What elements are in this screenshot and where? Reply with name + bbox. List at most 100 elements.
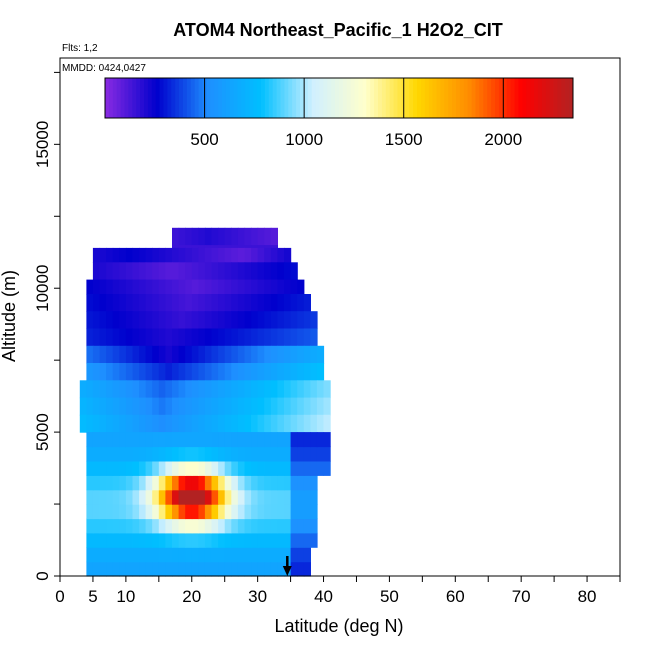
heatmap-cell bbox=[152, 460, 160, 476]
heatmap-cell bbox=[152, 345, 160, 364]
heatmap-cell bbox=[204, 532, 213, 548]
heatmap-cell bbox=[284, 363, 292, 381]
heatmap-cell bbox=[297, 345, 305, 364]
colorbar-segment bbox=[467, 78, 473, 118]
heatmap-cell bbox=[264, 504, 272, 520]
heatmap-cell bbox=[99, 311, 107, 330]
heatmap-cell bbox=[257, 279, 265, 295]
heatmap-cell bbox=[125, 475, 134, 491]
heatmap-cell bbox=[139, 345, 147, 364]
heatmap-cell bbox=[310, 311, 318, 330]
heatmap-cell bbox=[178, 475, 186, 491]
heatmap-cell bbox=[297, 414, 305, 433]
heatmap-cell bbox=[198, 561, 206, 577]
heatmap-cell bbox=[145, 446, 153, 462]
heatmap-cell bbox=[231, 247, 239, 263]
heatmap-cell bbox=[112, 547, 120, 563]
heatmap-cell bbox=[165, 345, 173, 364]
colorbar-segment bbox=[206, 78, 211, 118]
heatmap-cell bbox=[158, 432, 166, 448]
heatmap-cell bbox=[323, 414, 331, 433]
heatmap-cell bbox=[303, 532, 311, 548]
heatmap-cell bbox=[284, 328, 292, 347]
heatmap-cell bbox=[119, 432, 127, 448]
heatmap-cell bbox=[185, 489, 193, 505]
colorbar-segment bbox=[358, 78, 363, 118]
colorbar-segment bbox=[218, 78, 223, 118]
heatmap-cell bbox=[112, 460, 120, 476]
heatmap-cell bbox=[119, 380, 127, 399]
heatmap-cell bbox=[185, 262, 193, 281]
heatmap-cell bbox=[112, 504, 120, 520]
heatmap-cell bbox=[204, 518, 213, 534]
colorbar-segment bbox=[537, 78, 543, 118]
heatmap-cell bbox=[178, 547, 186, 563]
colorbar-segment bbox=[186, 78, 192, 118]
heatmap-cell bbox=[277, 532, 285, 548]
heatmap-cell bbox=[264, 414, 272, 433]
heatmap-cell bbox=[310, 345, 318, 364]
heatmap-cell bbox=[237, 561, 246, 577]
heatmap-cell bbox=[139, 561, 147, 577]
heatmap-cell bbox=[224, 247, 232, 263]
heatmap-cell bbox=[86, 460, 94, 476]
heatmap-cell bbox=[310, 414, 318, 433]
heatmap-cell bbox=[284, 475, 292, 491]
heatmap-cell bbox=[185, 518, 193, 534]
heatmap-cell bbox=[231, 227, 239, 246]
heatmap-cell bbox=[112, 363, 120, 381]
heatmap-cell bbox=[270, 532, 278, 548]
heatmap-cell bbox=[257, 380, 265, 399]
heatmap-cell bbox=[86, 345, 94, 364]
heatmap-cell bbox=[112, 397, 120, 416]
heatmap-cell bbox=[264, 247, 272, 263]
heatmap-cell bbox=[277, 328, 285, 347]
heatmap-cell bbox=[231, 489, 239, 505]
heatmap-cell bbox=[244, 279, 252, 295]
heatmap-cell bbox=[86, 414, 94, 433]
colorbar-segment bbox=[487, 78, 492, 118]
heatmap-cell bbox=[119, 345, 127, 364]
heatmap-cell bbox=[119, 504, 127, 520]
heatmap-cell bbox=[119, 475, 127, 491]
colorbar-tick-label: 1500 bbox=[385, 130, 423, 149]
colorbar-segment bbox=[140, 78, 145, 118]
heatmap-cell bbox=[99, 547, 107, 563]
heatmap-cell bbox=[132, 414, 140, 433]
colorbar-segment bbox=[405, 78, 410, 118]
heatmap-cell bbox=[290, 279, 298, 295]
heatmap-cell bbox=[172, 397, 180, 416]
colorbar-segment bbox=[553, 78, 558, 118]
heatmap-cell bbox=[290, 460, 298, 476]
heatmap-cell bbox=[152, 432, 160, 448]
heatmap-cell bbox=[244, 547, 252, 563]
heatmap-cell bbox=[297, 279, 305, 295]
heatmap-cell bbox=[257, 532, 265, 548]
heatmap-cell bbox=[92, 532, 101, 548]
heatmap-cell bbox=[112, 247, 120, 263]
heatmap-cell bbox=[310, 532, 318, 548]
heatmap-cell bbox=[165, 294, 173, 312]
y-axis-label: Altitude (m) bbox=[0, 270, 19, 362]
colorbar-segment bbox=[350, 78, 356, 118]
heatmap-cell bbox=[310, 475, 318, 491]
heatmap-cell bbox=[86, 532, 94, 548]
colorbar-frame bbox=[104, 77, 574, 119]
heatmap-cell bbox=[125, 279, 134, 295]
heatmap-cell bbox=[257, 460, 265, 476]
heatmap-cell bbox=[119, 311, 127, 330]
heatmap-cell bbox=[218, 432, 226, 448]
heatmap-cell bbox=[191, 294, 199, 312]
colorbar-segment bbox=[268, 78, 274, 118]
heatmap-cell bbox=[165, 247, 173, 263]
heatmap-cell bbox=[264, 561, 272, 577]
colorbar-segment bbox=[432, 78, 437, 118]
heatmap-cell bbox=[303, 432, 311, 448]
heatmap-cell bbox=[257, 518, 265, 534]
heatmap-cell bbox=[204, 380, 213, 399]
heatmap-cell bbox=[204, 489, 213, 505]
colorbar-segment bbox=[452, 78, 457, 118]
heatmap-cell bbox=[139, 446, 147, 462]
heatmap-cell bbox=[139, 294, 147, 312]
heatmap-cell bbox=[119, 397, 127, 416]
